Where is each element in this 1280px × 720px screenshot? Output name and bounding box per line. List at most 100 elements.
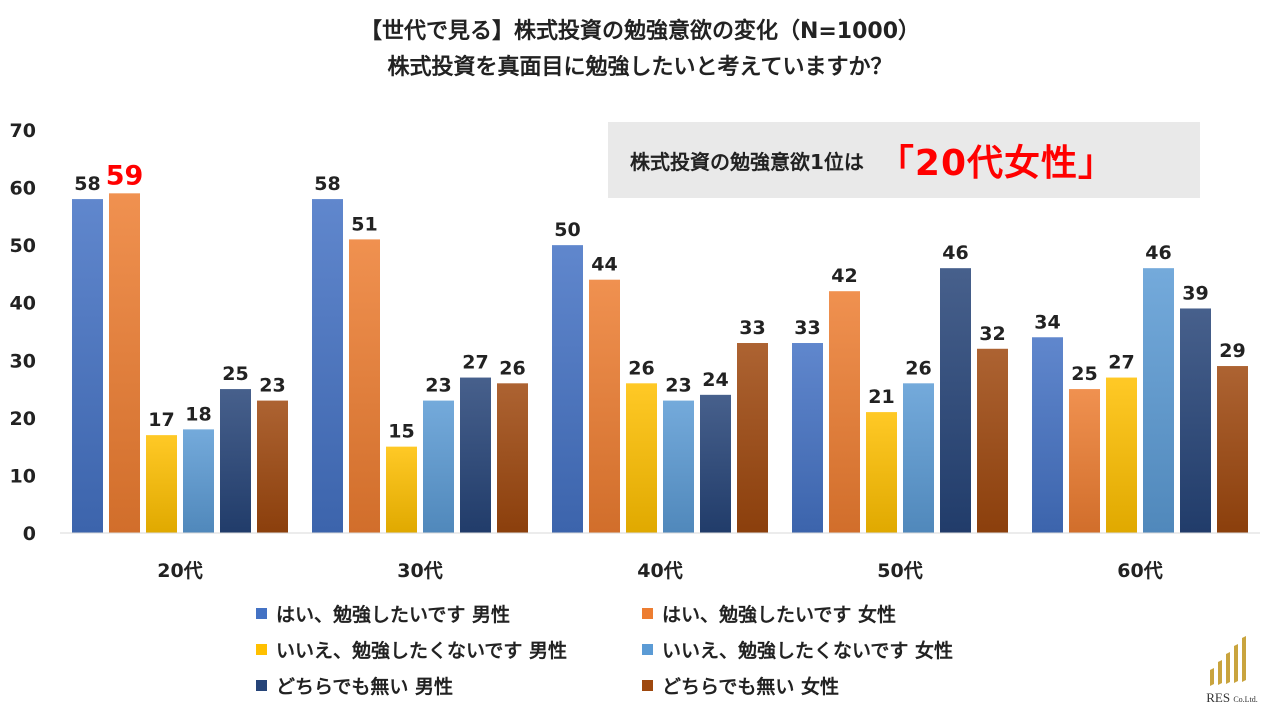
- data-label: 34: [1034, 311, 1060, 333]
- bar: [1180, 308, 1211, 533]
- bar: [146, 435, 177, 533]
- x-axis: 20代 30代 40代 50代 60代: [60, 532, 1260, 582]
- chart-title: 【世代で見る】株式投資の勉強意欲の変化（N=1000） 株式投資を真面目に勉強し…: [0, 14, 1280, 86]
- logo-text: RES Co.Ltd.: [1196, 690, 1268, 706]
- legend-item: いいえ、勉強したくないです 女性: [642, 636, 953, 663]
- legend-swatch: [256, 608, 267, 619]
- bar: [220, 389, 251, 533]
- data-label: 59: [106, 160, 144, 191]
- data-label: 29: [1219, 340, 1245, 362]
- legend-label: いいえ、勉強したくないです 女性: [662, 640, 954, 662]
- bar: [977, 348, 1008, 533]
- y-tick-label: 20: [10, 408, 36, 430]
- legend-item: どちらでも無い 女性: [642, 672, 839, 699]
- legend-swatch: [642, 680, 653, 691]
- bar: [829, 291, 860, 533]
- bar: [700, 394, 731, 533]
- data-label: 26: [499, 357, 525, 379]
- data-label: 32: [979, 323, 1005, 345]
- logo-mark-icon: [1210, 636, 1246, 686]
- y-tick-label: 0: [23, 523, 36, 545]
- y-tick-label: 50: [10, 235, 36, 257]
- logo-name: RES: [1206, 690, 1231, 705]
- legend-swatch: [256, 680, 267, 691]
- legend-label: いいえ、勉強したくないです 男性: [276, 640, 568, 662]
- data-label: 42: [831, 265, 857, 287]
- bar: [552, 245, 583, 533]
- chart-title-line2: 株式投資を真面目に勉強したいと考えていますか？: [387, 55, 893, 80]
- data-label: 23: [665, 375, 691, 397]
- y-tick-label: 30: [10, 350, 36, 372]
- data-label: 23: [259, 375, 285, 397]
- data-label: 23: [425, 375, 451, 397]
- data-label: 27: [1108, 352, 1134, 374]
- data-label: 39: [1182, 282, 1208, 304]
- bar: [386, 446, 417, 533]
- callout-highlight: 「20代女性」: [877, 143, 1116, 184]
- bar: [312, 199, 343, 534]
- bar: [940, 268, 971, 533]
- legend-item: はい、勉強したいです 男性: [256, 600, 510, 627]
- bar: [737, 343, 768, 533]
- data-label: 46: [942, 242, 968, 264]
- data-label: 25: [222, 363, 248, 385]
- data-label: 58: [74, 173, 100, 195]
- bar: [1217, 366, 1248, 533]
- data-label: 50: [554, 219, 580, 241]
- data-label: 46: [1145, 242, 1171, 264]
- legend-label: はい、勉強したいです 男性: [276, 604, 511, 626]
- data-label: 21: [868, 386, 894, 408]
- bar: [1032, 337, 1063, 533]
- bar: [183, 429, 214, 533]
- bar: [1069, 389, 1100, 533]
- data-label: 44: [591, 254, 617, 276]
- bar: [349, 239, 380, 533]
- bar: [72, 199, 103, 534]
- logo-suffix: Co.Ltd.: [1233, 695, 1258, 704]
- y-tick-label: 60: [10, 178, 36, 200]
- data-label: 24: [702, 369, 728, 391]
- chart-title-line1: 【世代で見る】株式投資の勉強意欲の変化（N=1000）: [359, 19, 921, 44]
- data-label: 15: [388, 421, 414, 443]
- bar: [866, 412, 897, 533]
- x-tick-label: 20代: [157, 560, 202, 582]
- callout-box: 株式投資の勉強意欲1位は 「20代女性」: [608, 122, 1200, 198]
- y-tick-label: 10: [10, 465, 36, 487]
- data-label: 17: [148, 409, 174, 431]
- bar-chart: 0 10 20 30 40 50 60 70 58 59 17 18 25 23 58 51 15 23 27 26…: [10, 120, 1260, 582]
- bar: [589, 279, 620, 533]
- data-label: 26: [628, 357, 654, 379]
- y-tick-label: 40: [10, 293, 36, 315]
- bar: [257, 400, 288, 533]
- plot-area: 58 59 17 18 25 23 58 51 15 23 27 26 50 44 26 23 24 33 33 42…: [72, 160, 1248, 534]
- legend-label: はい、勉強したいです 女性: [662, 604, 897, 626]
- legend-item: はい、勉強したいです 女性: [642, 600, 896, 627]
- data-label: 27: [462, 352, 488, 374]
- data-label: 33: [794, 317, 820, 339]
- legend-label: どちらでも無い 男性: [276, 676, 454, 698]
- legend-label: どちらでも無い 女性: [662, 676, 840, 698]
- bar: [626, 383, 657, 533]
- bar: [792, 343, 823, 533]
- bar: [423, 400, 454, 533]
- callout-text: 株式投資の勉強意欲1位は: [630, 149, 864, 174]
- data-label: 25: [1071, 363, 1097, 385]
- x-tick-label: 50代: [877, 560, 922, 582]
- data-label: 58: [314, 173, 340, 195]
- bar: [497, 383, 528, 533]
- data-label: 26: [905, 357, 931, 379]
- legend-swatch: [256, 644, 267, 655]
- data-label: 51: [351, 213, 377, 235]
- bar: [1106, 377, 1137, 533]
- y-tick-label: 70: [10, 120, 36, 142]
- x-tick-label: 40代: [637, 560, 682, 582]
- bar: [903, 383, 934, 533]
- x-tick-label: 60代: [1117, 560, 1162, 582]
- x-tick-label: 30代: [397, 560, 442, 582]
- legend-item: いいえ、勉強したくないです 男性: [256, 636, 567, 663]
- legend-item: どちらでも無い 男性: [256, 672, 453, 699]
- data-label: 18: [185, 403, 211, 425]
- legend-swatch: [642, 644, 653, 655]
- company-logo: RES Co.Ltd.: [1196, 630, 1268, 714]
- bar: [1143, 268, 1174, 533]
